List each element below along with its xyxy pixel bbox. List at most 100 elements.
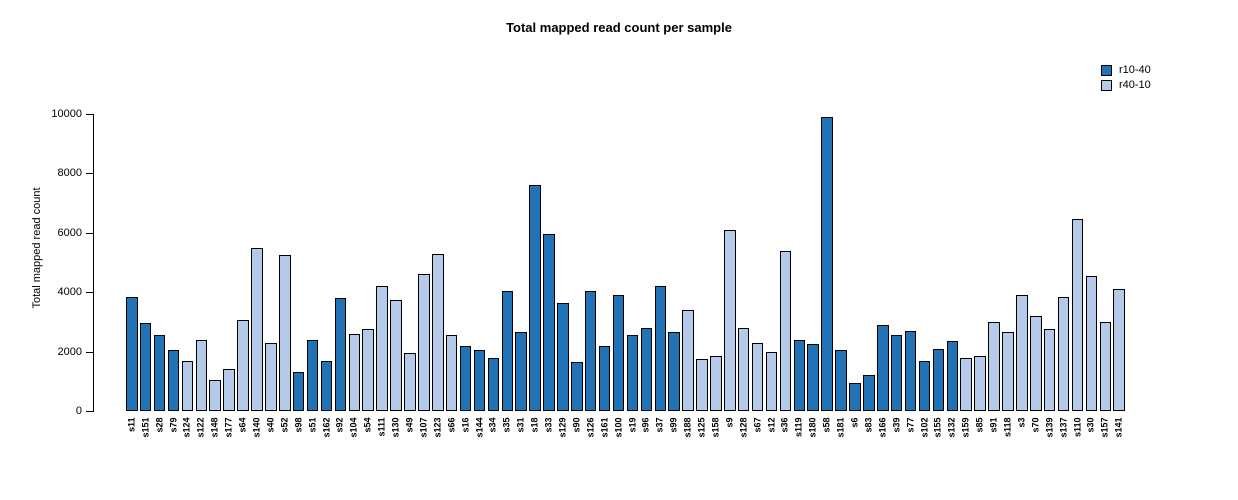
- bar-s64: [237, 320, 249, 411]
- bar-s92: [334, 298, 347, 411]
- bar-s104: [348, 334, 361, 411]
- x-axis-label-s162: s162: [321, 417, 331, 438]
- bar-s107: [418, 274, 430, 411]
- x-axis-label-s91: s91: [988, 417, 999, 433]
- bar-s125: [696, 359, 708, 411]
- y-axis-tick-label: 0: [75, 405, 82, 417]
- bar-s132: [946, 341, 959, 411]
- bar-s148: [209, 380, 221, 411]
- bar-s37: [654, 286, 667, 411]
- x-axis-label-s155: s155: [932, 417, 943, 438]
- bar-s40: [265, 343, 277, 411]
- x-axis-label-s64: s64: [237, 417, 248, 433]
- y-axis-tick: [86, 114, 93, 115]
- x-axis-label-s177: s177: [223, 417, 234, 438]
- bar-s54: [362, 329, 374, 411]
- x-axis-label-s144: s144: [474, 417, 484, 438]
- x-axis-label-s132: s132: [946, 417, 957, 438]
- x-axis-label-s107: s107: [418, 417, 429, 438]
- x-axis-label-s54: s54: [362, 417, 373, 433]
- x-axis-label-s124: s124: [181, 417, 192, 438]
- bar-s12: [765, 352, 778, 411]
- y-axis-tick-label: 2000: [57, 346, 82, 358]
- x-axis-label-s11: s11: [126, 417, 137, 433]
- bar-s52: [279, 255, 291, 411]
- bar-s33: [543, 234, 555, 411]
- bar-s162: [320, 361, 333, 411]
- bar-s188: [682, 310, 694, 411]
- bar-s30: [1085, 276, 1098, 411]
- x-axis-label-s110: s110: [1072, 417, 1082, 438]
- bar-s51: [306, 340, 319, 411]
- bar-s90: [571, 362, 583, 411]
- bar-s96: [640, 328, 653, 411]
- bar-s83: [863, 375, 875, 411]
- bar-s155: [932, 349, 945, 411]
- bar-s159: [960, 358, 972, 411]
- x-axis-label-s158: s158: [710, 417, 721, 438]
- bar-s119: [793, 340, 806, 411]
- chart-title: Total mapped read count per sample: [506, 20, 732, 35]
- x-axis-label-s122: s122: [195, 417, 206, 438]
- bar-s177: [223, 369, 235, 411]
- x-axis-label-s128: s128: [738, 417, 749, 438]
- bar-s11: [126, 297, 138, 411]
- x-axis-label-s85: s85: [974, 417, 985, 433]
- x-axis-label-s141: s141: [1113, 417, 1124, 438]
- x-axis-label-s92: s92: [334, 417, 345, 433]
- x-axis-label-s66: s66: [446, 417, 457, 433]
- bar-s49: [404, 353, 416, 411]
- x-axis-label-s12: s12: [766, 417, 776, 433]
- bar-s28: [153, 335, 166, 411]
- x-axis-label-s40: s40: [265, 417, 276, 433]
- bar-s98: [292, 372, 305, 411]
- bar-s118: [1002, 332, 1014, 411]
- bar-s91: [988, 322, 1000, 411]
- y-axis-tick-label: 4000: [57, 286, 82, 298]
- bar-s102: [918, 361, 931, 411]
- x-axis-label-s181: s181: [835, 417, 846, 438]
- x-axis-label-s37: s37: [654, 417, 665, 433]
- y-axis-tick-label: 8000: [57, 167, 82, 179]
- x-axis-label-s161: s161: [599, 417, 610, 438]
- x-axis-label-s35: s35: [501, 417, 512, 433]
- y-axis-tick: [86, 411, 93, 412]
- x-axis-label-s49: s49: [404, 417, 415, 433]
- bar-s70: [1030, 316, 1042, 411]
- x-axis-label-s159: s159: [960, 417, 971, 438]
- x-axis-label-s148: s148: [209, 417, 220, 438]
- bar-s85: [974, 356, 986, 411]
- x-axis-label-s137: s137: [1058, 417, 1069, 438]
- bar-s123: [432, 254, 444, 411]
- bar-s161: [598, 346, 611, 411]
- x-axis-label-s58: s58: [821, 417, 832, 433]
- bar-s100: [612, 295, 625, 411]
- legend: r10-40 r40-10: [1101, 64, 1151, 94]
- bar-s111: [376, 286, 388, 411]
- bar-s158: [710, 356, 722, 411]
- x-axis-label-s126: s126: [585, 417, 596, 438]
- x-axis-label-s18: s18: [529, 417, 540, 433]
- x-axis-label-s111: s111: [376, 417, 387, 437]
- x-axis-label-s157: s157: [1099, 417, 1110, 438]
- bar-s110: [1071, 219, 1084, 411]
- bar-s128: [737, 328, 750, 411]
- x-axis-label-s36: s36: [779, 417, 790, 433]
- x-axis-label-s119: s119: [793, 417, 804, 438]
- x-axis-label-s99: s99: [668, 417, 679, 433]
- legend-swatch-r40-10: [1101, 79, 1112, 91]
- x-axis-label-s98: s98: [293, 417, 304, 433]
- x-axis-label-s6: s6: [849, 417, 860, 428]
- bar-s9: [724, 230, 736, 411]
- bar-s39: [890, 335, 903, 411]
- x-axis-label-s67: s67: [752, 417, 763, 433]
- bar-s139: [1043, 329, 1056, 411]
- x-axis-label-s104: s104: [348, 417, 359, 438]
- y-axis-tick: [86, 173, 93, 174]
- x-axis-label-s139: s139: [1044, 417, 1055, 438]
- bar-s36: [779, 251, 792, 411]
- x-axis-label-s52: s52: [279, 417, 290, 433]
- x-axis-label-s19: s19: [627, 417, 637, 433]
- bar-s58: [821, 117, 833, 411]
